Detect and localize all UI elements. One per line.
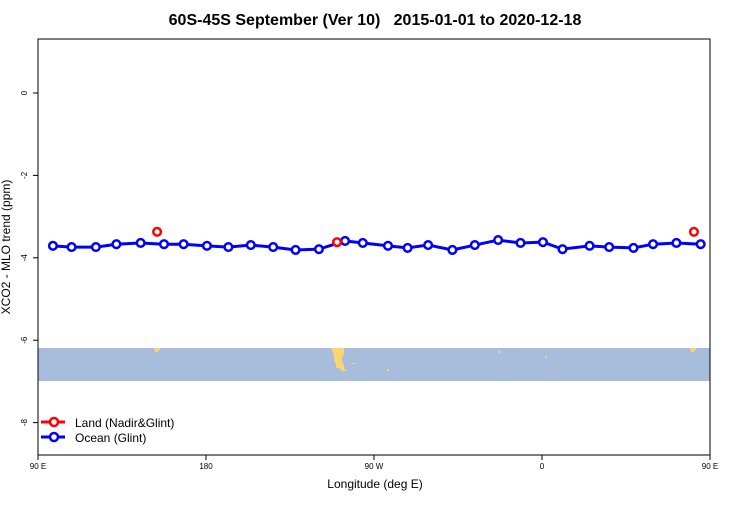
data-point <box>671 237 682 249</box>
data-point <box>47 240 58 251</box>
data-point <box>152 226 163 237</box>
data-point <box>201 240 212 251</box>
y-tick-label: -4 <box>20 254 29 262</box>
y-tick-label: -6 <box>20 336 29 344</box>
data-point <box>357 237 368 249</box>
data-point <box>688 226 699 237</box>
ocean-band <box>38 348 710 381</box>
chart-title: 60S-45S September (Ver 10) 2015-01-01 to… <box>169 12 582 29</box>
data-point <box>245 239 256 251</box>
data-point <box>447 244 458 256</box>
data-point <box>515 237 526 249</box>
y-tick-label: -2 <box>20 171 29 179</box>
data-point <box>66 242 77 253</box>
data-point <box>382 240 394 251</box>
x-tick-label: 180 <box>199 462 213 471</box>
land-patches <box>154 348 696 371</box>
legend: Land (Nadir&Glint) Ocean (Glint) <box>41 416 174 445</box>
series-ocean <box>47 235 706 256</box>
data-point <box>268 242 279 253</box>
x-tick-label: 90 E <box>30 462 46 471</box>
data-point <box>290 244 301 256</box>
data-point <box>313 244 324 255</box>
x-tick-label: 90 W <box>365 462 384 471</box>
y-tick-label: -8 <box>20 418 29 426</box>
data-point <box>557 244 568 255</box>
data-point <box>469 239 480 251</box>
series-land <box>152 226 699 248</box>
data-point <box>695 239 706 250</box>
data-point <box>223 242 234 253</box>
x-axis-label: Longitude (deg E) <box>327 477 422 491</box>
x-tick-label: 0 <box>540 462 545 471</box>
legend-label-ocean: Ocean (Glint) <box>75 431 146 445</box>
legend-label-land: Land (Nadir&Glint) <box>75 416 174 430</box>
map-strip <box>38 348 710 381</box>
legend-item-land: Land (Nadir&Glint) <box>41 416 174 430</box>
data-point <box>648 239 659 250</box>
data-point <box>402 242 413 253</box>
data-point <box>111 239 122 250</box>
data-point <box>537 237 548 248</box>
data-point <box>158 239 170 250</box>
data-point <box>340 235 351 246</box>
y-axis-label: XCO2 - MLO trend (ppm) <box>0 180 13 315</box>
data-point <box>331 237 343 248</box>
data-point <box>604 242 615 253</box>
data-point <box>423 239 434 251</box>
series-layer <box>47 226 706 256</box>
y-tick-label: 0 <box>20 90 29 95</box>
y-axis: 0 -2 -4 -6 -8 <box>20 90 38 426</box>
data-point <box>493 235 504 246</box>
data-point <box>178 239 189 250</box>
data-point <box>135 237 146 249</box>
legend-item-ocean: Ocean (Glint) <box>41 431 146 445</box>
data-point <box>90 242 101 253</box>
data-point <box>628 242 639 253</box>
data-point <box>584 240 595 251</box>
series-line <box>52 238 701 252</box>
x-tick-label: 90 E <box>702 462 718 471</box>
